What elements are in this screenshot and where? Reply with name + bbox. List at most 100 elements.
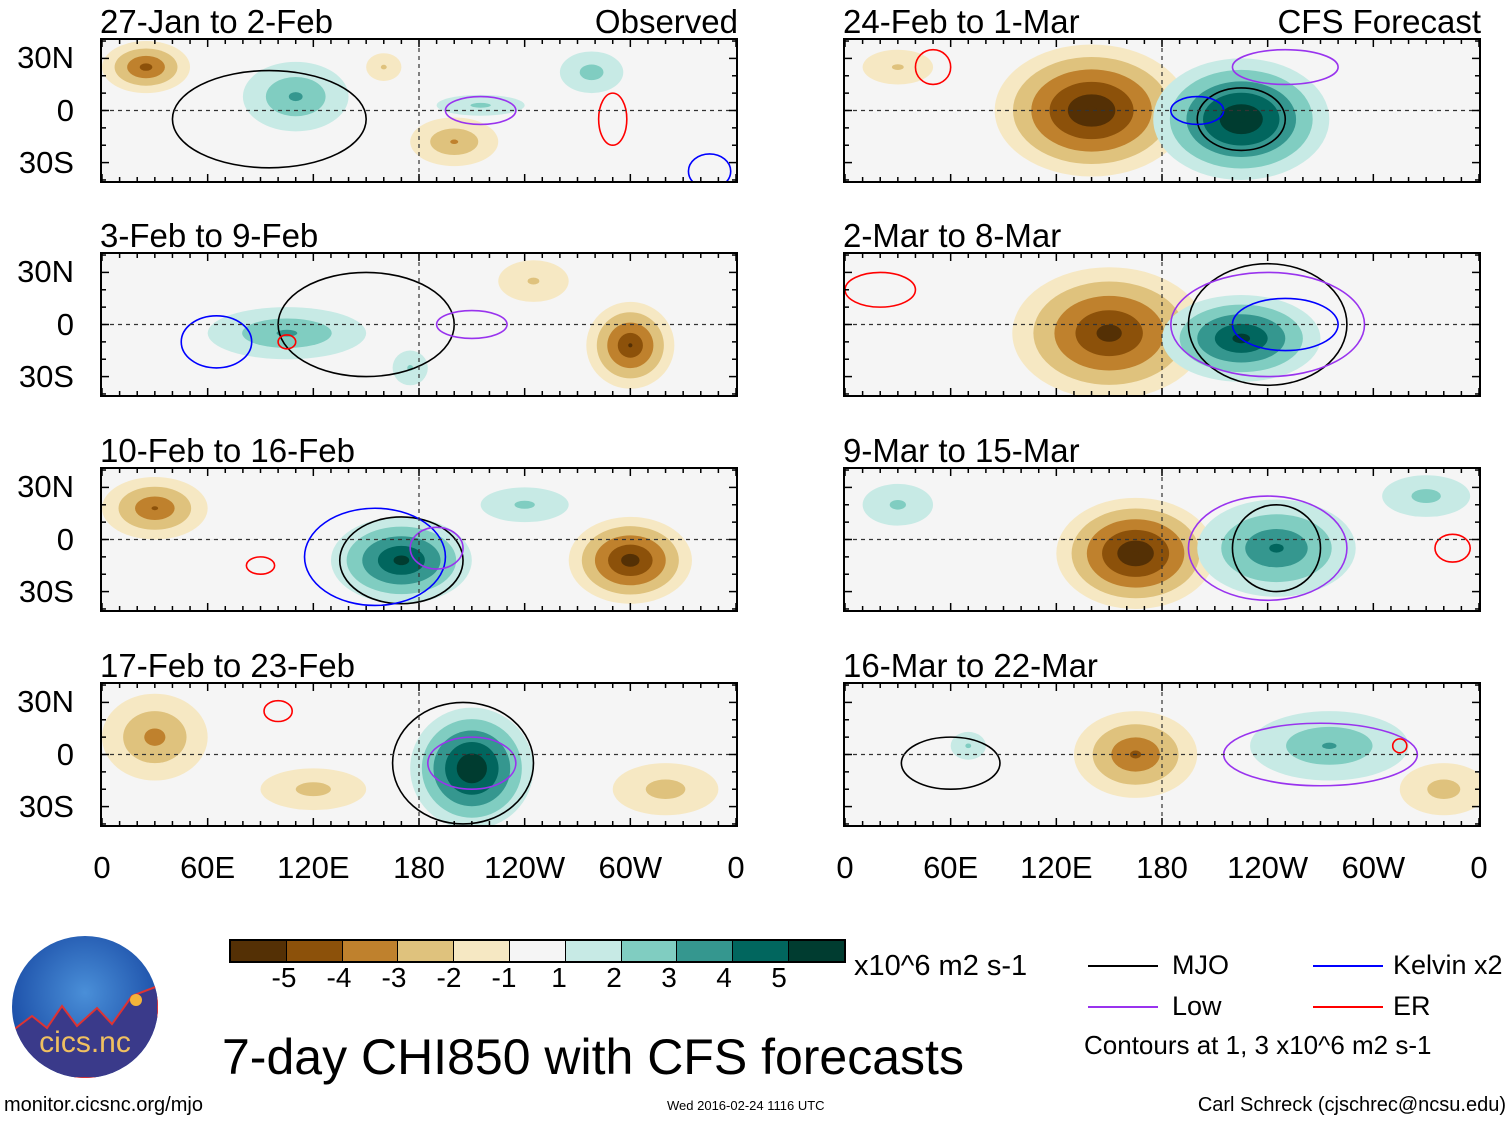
anomaly-contour-fill — [891, 64, 904, 70]
colorbar-swatch — [677, 941, 734, 961]
colorbar-label: 1 — [551, 962, 567, 993]
anomaly-contour-fill — [889, 499, 906, 510]
contour-er — [263, 699, 294, 723]
map-plot — [845, 469, 1479, 610]
lon-tick-label: 60E — [923, 850, 979, 885]
contour-er — [845, 271, 917, 308]
legend-line-er — [1313, 1006, 1383, 1008]
panel-kind-label: Observed — [594, 3, 738, 40]
contour-er — [1434, 533, 1471, 563]
contour-kelvin — [180, 315, 253, 369]
colorbar-swatch — [398, 941, 455, 961]
colorbar-label: -5 — [271, 962, 297, 993]
contour-mjo — [1196, 87, 1287, 152]
panel-title: 16-Mar to 22-Mar — [843, 647, 1098, 684]
colorbar-label: 3 — [661, 962, 677, 993]
contour-low — [427, 736, 517, 791]
legend-kelvin: Kelvin x2 — [1393, 950, 1503, 980]
anomaly-contour-fill — [1132, 551, 1139, 556]
map-plot — [845, 254, 1479, 395]
anomaly-contour-fill — [579, 64, 604, 81]
colorbar — [229, 939, 846, 963]
figure-title: 7-day CHI850 with CFS forecasts — [222, 1029, 964, 1085]
legend-er: ER — [1393, 991, 1431, 1021]
map-panel — [100, 467, 738, 612]
contour-low — [435, 309, 508, 340]
panel-title: 10-Feb to 16-Feb — [100, 432, 355, 469]
map-plot — [102, 469, 736, 610]
contour-er — [277, 334, 297, 350]
anomaly-contour-fill — [527, 277, 540, 285]
colorbar-swatch — [342, 941, 399, 961]
colorbar-label: -4 — [326, 962, 352, 993]
lat-tick-label: 30S — [18, 144, 74, 180]
panel-title: 17-Feb to 23-Feb — [100, 647, 355, 684]
lat-tick-label: 30S — [18, 358, 74, 394]
contour-low — [1170, 271, 1366, 378]
lon-tick-label: 0 — [836, 850, 854, 885]
contour-er — [245, 556, 276, 576]
lon-tick-label: 60E — [180, 850, 236, 885]
anomaly-contour-fill — [1096, 324, 1122, 342]
colorbar-label: -2 — [436, 962, 462, 993]
anomaly-contour-fill — [1269, 543, 1284, 553]
map-panel — [100, 38, 738, 183]
map-panel — [843, 38, 1481, 183]
map-panel — [100, 252, 738, 397]
legend-low: Low — [1172, 991, 1222, 1021]
lon-tick-label: 0 — [727, 850, 745, 885]
anomaly-contour-fill — [380, 64, 387, 70]
lat-tick-label: 30N — [17, 254, 74, 290]
lon-tick-label: 120W — [484, 850, 566, 885]
contour-er — [914, 48, 952, 86]
lat-tick-label: 0 — [56, 736, 74, 772]
panel-title: 27-Jan to 2-Feb — [100, 3, 333, 40]
colorbar-swatch — [509, 941, 566, 961]
legend-mjo: MJO — [1172, 950, 1229, 980]
contour-mjo — [171, 69, 367, 169]
contour-low — [444, 95, 517, 126]
contour-er — [1391, 738, 1408, 754]
anomaly-contour-fill — [393, 555, 410, 566]
map-panel — [843, 682, 1481, 827]
panel-title: 2-Mar to 8-Mar — [843, 217, 1062, 254]
anomaly-contour-fill — [1086, 106, 1098, 115]
panel-title: 9-Mar to 15-Mar — [843, 432, 1080, 469]
contour-low — [409, 526, 464, 570]
lat-tick-label: 30N — [17, 40, 74, 76]
colorbar-label: 4 — [716, 962, 732, 993]
contour-mjo — [391, 701, 535, 825]
contour-kelvin — [687, 153, 732, 181]
contour-low — [1187, 495, 1348, 602]
author: Carl Schreck (cjschrec@ncsu.edu) — [1197, 1094, 1506, 1116]
map-plot — [102, 40, 736, 181]
colorbar-swatch — [454, 941, 510, 961]
lat-tick-label: 30N — [17, 684, 74, 720]
lon-tick-label: 60W — [1341, 850, 1406, 885]
lat-tick-label: 0 — [56, 306, 74, 342]
anomaly-contour-fill — [1322, 742, 1337, 749]
lat-tick-label: 0 — [56, 521, 74, 557]
lon-tick-label: 120E — [277, 850, 350, 885]
contour-mjo — [338, 516, 464, 605]
anomaly-contour-fill — [470, 102, 491, 108]
source-link[interactable]: monitor.cicsnc.org/mjo — [4, 1094, 203, 1116]
colorbar-swatch — [231, 941, 287, 961]
legend-line-low — [1088, 1006, 1158, 1008]
colorbar-swatch — [621, 941, 678, 961]
map-plot — [845, 684, 1479, 825]
anomaly-contour-fill — [645, 779, 686, 799]
contour-mjo — [1231, 503, 1322, 593]
map-panel — [843, 252, 1481, 397]
colorbar-swatch — [733, 941, 789, 961]
anomaly-contour-fill — [144, 728, 166, 746]
anomaly-contour-fill — [1236, 115, 1247, 123]
colorbar-swatch — [286, 941, 343, 961]
logo-mountains-icon — [12, 984, 158, 1078]
legend-line-mjo — [1088, 965, 1158, 967]
lon-tick-label: 0 — [93, 850, 111, 885]
lon-tick-label: 60W — [598, 850, 663, 885]
panel-kind-label: CFS Forecast — [1277, 3, 1481, 40]
anomaly-contour-fill — [295, 782, 331, 797]
anomaly-contour-fill — [468, 764, 476, 772]
